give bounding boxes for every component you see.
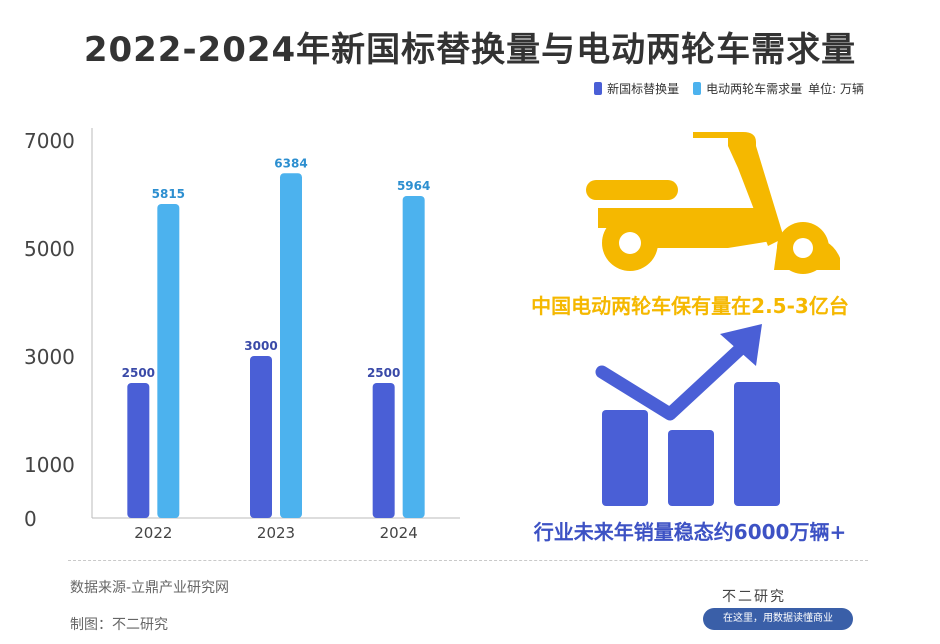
data-label: 6384 xyxy=(274,156,307,170)
brand-name: 不二研究 xyxy=(722,589,786,605)
data-label: 2500 xyxy=(367,366,400,380)
legend-item-demand: 电动两轮车需求量 xyxy=(693,80,802,97)
growth-chart-icon xyxy=(595,324,780,506)
bar-replacement xyxy=(127,383,150,518)
data-label: 2500 xyxy=(122,366,155,380)
source-note: 数据来源-立鼎产业研究网 xyxy=(70,580,230,596)
legend-label-demand: 电动两轮车需求量 xyxy=(706,82,803,96)
demand-callout: 行业未来年销量稳态约6000万辆+ xyxy=(533,520,847,544)
ownership-callout: 中国电动两轮车保有量在2.5-3亿台 xyxy=(531,294,849,318)
bar-replacement xyxy=(250,356,272,518)
y-tick-label: 1000 xyxy=(24,453,75,477)
brand-tagline: 在这里，用数据读懂商业 xyxy=(703,608,853,630)
legend-swatch-demand xyxy=(693,82,702,95)
data-label: 5964 xyxy=(397,179,430,193)
legend: 新国标替换量 电动两轮车需求量 单位: 万辆 xyxy=(586,80,864,97)
y-tick-label: 0 xyxy=(24,507,37,531)
legend-swatch-replacement xyxy=(594,82,603,95)
footer-divider xyxy=(68,560,868,561)
bar-replacement xyxy=(372,383,395,518)
scooter-icon xyxy=(586,132,840,274)
bar-demand xyxy=(157,203,180,519)
legend-unit: 单位: 万辆 xyxy=(808,82,864,96)
y-tick-label: 7000 xyxy=(24,129,75,153)
legend-item-replacement: 新国标替换量 xyxy=(594,80,679,97)
x-tick-label: 2024 xyxy=(380,524,418,542)
bar-demand xyxy=(280,173,302,518)
data-label: 5815 xyxy=(152,187,185,201)
data-label: 3000 xyxy=(244,339,277,353)
page-title: 2022-2024年新国标替换量与电动两轮车需求量 xyxy=(83,30,857,70)
y-tick-label: 3000 xyxy=(24,345,75,369)
bar-demand xyxy=(402,195,425,518)
x-tick-label: 2023 xyxy=(257,524,295,542)
maker-note: 制图：不二研究 xyxy=(70,617,168,633)
legend-label-replacement: 新国标替换量 xyxy=(607,82,680,96)
x-tick-label: 2022 xyxy=(134,524,172,542)
y-tick-label: 5000 xyxy=(24,237,75,261)
